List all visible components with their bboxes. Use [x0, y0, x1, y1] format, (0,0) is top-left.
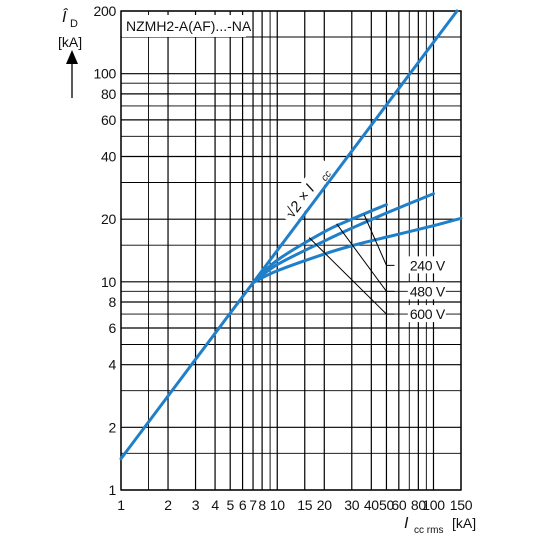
x-tick-label: 60	[391, 497, 406, 513]
y-tick-label: 4	[109, 357, 117, 373]
annotation-background	[407, 256, 446, 274]
y-tick-label: 60	[101, 112, 116, 128]
y-axis-label-sub: D	[70, 18, 78, 30]
series-line-240v	[251, 203, 388, 285]
annotations: 240 V 480 V 600 V	[407, 256, 446, 323]
x-tick-label: 150	[450, 497, 473, 513]
x-tick-label: 20	[317, 497, 332, 513]
voltage-label: 600 V	[410, 306, 446, 322]
y-tick-label: 200	[94, 3, 117, 19]
y-tick-label: 2	[109, 419, 117, 435]
y-tick-label: 40	[101, 149, 116, 165]
x-tick-label: 8	[258, 497, 266, 513]
y-tick-label: 8	[109, 294, 117, 310]
diagonal-label: √2 × I cc	[277, 157, 337, 226]
y-tick-label: 20	[101, 211, 116, 227]
x-tick-label: 80	[411, 497, 426, 513]
x-tick-label: 6	[239, 497, 247, 513]
y-tick-label: 6	[109, 320, 117, 336]
series-group	[119, 9, 463, 461]
title-background	[122, 15, 246, 37]
chart-title: NZMH2-A(AF)...-NA	[126, 18, 252, 34]
x-axis-label-main: I	[404, 515, 409, 532]
series-line-480v	[251, 192, 435, 285]
y-tick-label: 10	[101, 274, 116, 290]
leader-line	[336, 223, 395, 292]
y-tick-label: 80	[101, 86, 116, 102]
diagonal-label-background	[277, 157, 337, 226]
x-tick-label: 7	[249, 497, 257, 513]
x-tick-label: 50	[379, 497, 394, 513]
voltage-label: 480 V	[410, 283, 446, 299]
leader-line	[308, 237, 395, 315]
x-tick-label: 1	[117, 497, 125, 513]
annotation-background	[407, 282, 446, 300]
x-tick-label: 3	[192, 497, 200, 513]
x-tick-label: 10	[270, 497, 285, 513]
x-tick-label: 15	[297, 497, 312, 513]
x-tick-label: 30	[344, 497, 359, 513]
y-axis-label-unit: [kA]	[58, 34, 82, 50]
y-axis-arrow-head	[66, 50, 78, 64]
y-axis-label-main: Î	[62, 7, 69, 26]
series-line-600v	[251, 216, 463, 285]
x-axis-label-unit: [kA]	[452, 515, 476, 531]
series-line-sqrt2-icc	[119, 9, 459, 461]
x-tick-label: 5	[226, 497, 234, 513]
voltage-label: 240 V	[410, 257, 446, 273]
y-tick-label: 100	[94, 66, 117, 82]
x-tick-label: 40	[364, 497, 379, 513]
leader-lines	[308, 214, 395, 315]
x-axis-label-sub: cc rms	[414, 525, 443, 536]
y-tick-labels: 1 2 4 6 8 10 20 40 60 80 100 200	[94, 3, 117, 498]
y-tick-label: 1	[109, 482, 117, 498]
plot-frame	[120, 10, 462, 491]
x-axis-label: I cc rms [kA]	[404, 515, 476, 536]
x-tick-label: 2	[164, 497, 172, 513]
x-tick-label: 100	[422, 497, 445, 513]
x-tick-label: 4	[211, 497, 219, 513]
y-axis-label: Î D [kA]	[58, 7, 82, 98]
leader-line	[363, 214, 395, 266]
annotation-background	[407, 305, 446, 323]
